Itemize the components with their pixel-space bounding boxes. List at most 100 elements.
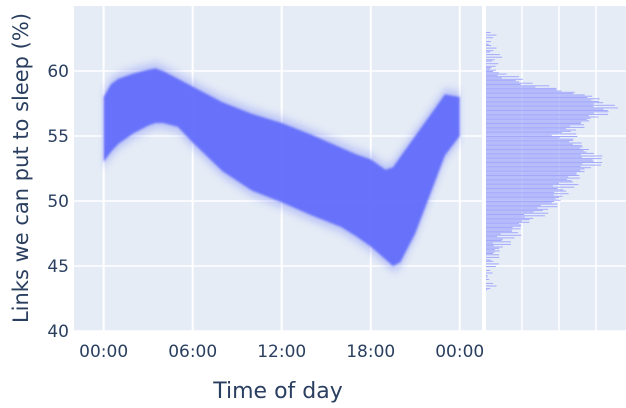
histogram-bar	[486, 266, 496, 267]
histogram-bar	[486, 207, 538, 209]
histogram-bar	[486, 214, 525, 215]
histogram-bar	[486, 194, 554, 196]
histogram-bar	[486, 249, 495, 251]
histogram-bar	[486, 128, 567, 130]
histogram-bar	[486, 254, 499, 256]
histogram-bar	[486, 102, 604, 104]
histogram-bar	[486, 74, 498, 76]
histogram-bar	[486, 175, 580, 176]
histogram-bar	[486, 136, 578, 137]
histogram-bar	[486, 32, 491, 33]
histogram-bar	[486, 190, 567, 192]
histogram-bar	[486, 159, 593, 161]
histogram-bar	[486, 256, 500, 258]
histogram-bar	[486, 41, 491, 43]
histogram-bar	[486, 272, 493, 274]
histogram-bar	[486, 54, 500, 56]
histogram-bar	[486, 111, 609, 113]
histogram-bar	[486, 198, 556, 200]
histogram-bar	[486, 94, 585, 96]
histogram-bar	[486, 217, 534, 219]
histogram-bar	[486, 250, 500, 252]
histogram-bar	[486, 149, 589, 150]
histogram-bar	[486, 275, 488, 277]
histogram-bar	[486, 100, 599, 102]
histogram-bar	[486, 152, 594, 154]
histogram-bar	[486, 234, 522, 236]
histogram-bar	[486, 77, 502, 79]
histogram-bar	[486, 125, 571, 127]
histogram-bar	[486, 164, 601, 166]
histogram-bar	[486, 160, 594, 162]
histogram-bar	[486, 289, 488, 291]
histogram-bar	[486, 81, 519, 83]
histogram-bar	[486, 210, 543, 212]
histogram-bar	[486, 93, 574, 95]
histogram-bar	[486, 126, 585, 128]
histogram-bar	[486, 156, 582, 158]
histogram-bar	[486, 232, 519, 234]
histogram-bar	[486, 211, 534, 213]
y-tick-label: 60	[47, 62, 69, 82]
histogram-bar	[486, 221, 530, 223]
histogram-bar	[486, 84, 521, 85]
histogram-bar	[486, 173, 577, 175]
histogram-bar	[486, 212, 549, 214]
histogram-bar	[486, 165, 581, 167]
histogram-bar	[486, 208, 549, 210]
marginal-histogram	[486, 32, 618, 291]
histogram-bar	[486, 240, 502, 241]
histogram-bar	[486, 219, 530, 221]
histogram-bar	[486, 203, 558, 205]
histogram-bar	[486, 115, 589, 117]
histogram-bar	[486, 238, 503, 240]
histogram-bar	[486, 134, 552, 136]
x-tick-label: 00:00	[435, 342, 484, 362]
histogram-bar	[486, 228, 521, 230]
histogram-bar	[486, 142, 582, 144]
histogram-bar	[486, 243, 511, 245]
histogram-bar	[486, 185, 553, 187]
histogram-bar	[486, 181, 574, 183]
histogram-bar	[486, 138, 574, 140]
histogram-bar	[486, 154, 581, 156]
histogram-bar	[486, 178, 567, 180]
histogram-bar	[486, 71, 494, 72]
histogram-bar	[486, 269, 490, 271]
histogram-bar	[486, 82, 533, 84]
histogram-bar	[486, 80, 516, 82]
x-tick-label: 06:00	[168, 342, 217, 362]
histogram-bar	[486, 224, 521, 226]
histogram-bar	[486, 68, 490, 70]
histogram-bar	[486, 193, 569, 195]
histogram-bar	[486, 106, 594, 108]
histogram-bar	[486, 163, 583, 165]
histogram-bar	[486, 155, 603, 157]
histogram-bar	[486, 167, 591, 169]
histogram-bar	[486, 151, 587, 153]
histogram-bar	[486, 108, 604, 110]
histogram-bar	[486, 98, 600, 100]
histogram-bar	[486, 87, 557, 89]
histogram-bar	[486, 253, 493, 254]
histogram-bar	[486, 95, 592, 97]
histogram-bar	[486, 121, 582, 123]
histogram-bar	[486, 263, 499, 265]
histogram-bar	[486, 110, 608, 111]
histogram-bar	[486, 229, 513, 231]
histogram-bar	[486, 223, 519, 225]
histogram-bar	[486, 51, 491, 53]
histogram-bar	[486, 150, 584, 152]
histogram-bar	[486, 146, 583, 148]
y-tick-label: 50	[47, 192, 69, 212]
histogram-bar	[486, 162, 603, 163]
histogram-bar	[486, 85, 550, 87]
histogram-bar	[486, 215, 545, 217]
scatter-band-core	[103, 68, 460, 267]
histogram-bar	[486, 171, 585, 173]
histogram-bar	[486, 186, 575, 188]
histogram-bar	[486, 204, 541, 206]
histogram-bar	[486, 65, 496, 67]
histogram-bar	[486, 107, 618, 109]
